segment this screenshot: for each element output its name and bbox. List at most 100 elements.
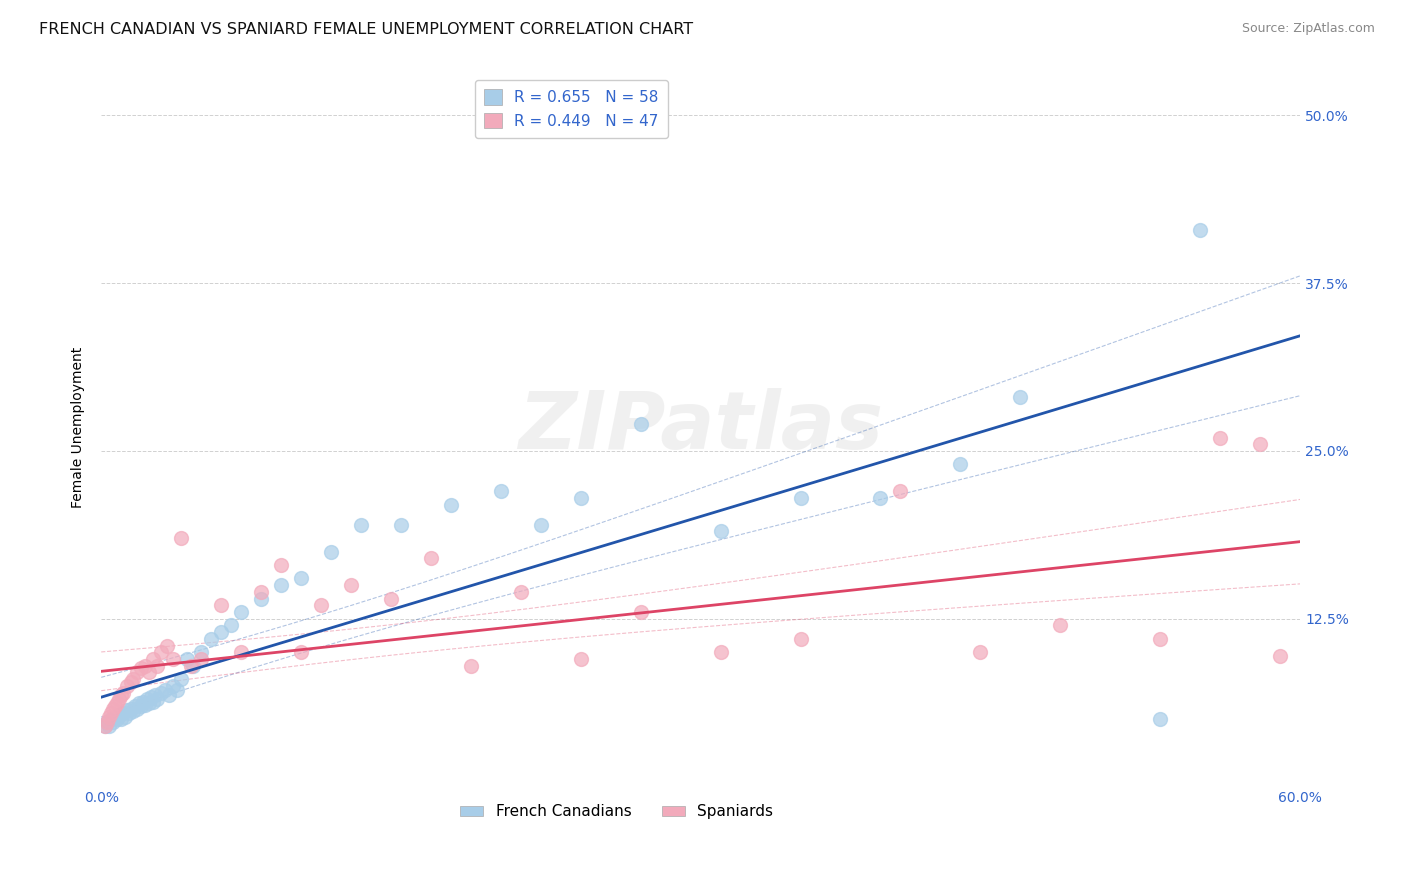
Point — [190, 652, 212, 666]
Point — [1268, 649, 1291, 664]
Point — [889, 484, 911, 499]
Point — [309, 599, 332, 613]
Point — [143, 688, 166, 702]
Point — [100, 706, 122, 720]
Point — [112, 685, 135, 699]
Point — [166, 682, 188, 697]
Point — [138, 696, 160, 710]
Point — [569, 652, 592, 666]
Text: ZIPatlas: ZIPatlas — [519, 389, 883, 467]
Point — [350, 517, 373, 532]
Point — [124, 698, 146, 713]
Point — [270, 558, 292, 572]
Point — [132, 695, 155, 709]
Point — [789, 632, 811, 646]
Point — [110, 688, 132, 702]
Point — [103, 714, 125, 729]
Point — [127, 665, 149, 680]
Point — [569, 491, 592, 505]
Point — [129, 661, 152, 675]
Point — [509, 585, 531, 599]
Point — [153, 682, 176, 697]
Point — [115, 679, 138, 693]
Point — [128, 696, 150, 710]
Point — [146, 692, 169, 706]
Point — [142, 695, 165, 709]
Point — [122, 704, 145, 718]
Point — [134, 658, 156, 673]
Point — [100, 712, 122, 726]
Legend: French Canadians, Spaniards: French Canadians, Spaniards — [454, 798, 779, 825]
Point — [120, 701, 142, 715]
Point — [136, 692, 159, 706]
Point — [460, 658, 482, 673]
Point — [170, 531, 193, 545]
Point — [1189, 222, 1212, 236]
Point — [114, 709, 136, 723]
Point — [105, 712, 128, 726]
Text: FRENCH CANADIAN VS SPANIARD FEMALE UNEMPLOYMENT CORRELATION CHART: FRENCH CANADIAN VS SPANIARD FEMALE UNEMP… — [39, 22, 693, 37]
Point — [1209, 431, 1232, 445]
Point — [1049, 618, 1071, 632]
Point — [112, 706, 135, 720]
Point — [869, 491, 891, 505]
Point — [949, 458, 972, 472]
Point — [162, 679, 184, 693]
Point — [1249, 437, 1271, 451]
Point — [200, 632, 222, 646]
Point — [489, 484, 512, 499]
Point — [250, 591, 273, 606]
Point — [229, 645, 252, 659]
Point — [1010, 390, 1032, 404]
Point — [789, 491, 811, 505]
Point — [110, 712, 132, 726]
Point — [115, 703, 138, 717]
Point — [94, 719, 117, 733]
Point — [380, 591, 402, 606]
Point — [290, 645, 312, 659]
Point — [209, 625, 232, 640]
Point — [96, 714, 118, 729]
Point — [181, 658, 204, 673]
Point — [150, 645, 173, 659]
Point — [98, 719, 121, 733]
Point — [141, 690, 163, 704]
Y-axis label: Female Unemployment: Female Unemployment — [72, 347, 86, 508]
Point — [162, 652, 184, 666]
Point — [969, 645, 991, 659]
Point — [156, 639, 179, 653]
Point — [108, 708, 131, 723]
Point — [229, 605, 252, 619]
Point — [104, 698, 127, 713]
Point — [290, 572, 312, 586]
Point — [389, 517, 412, 532]
Point — [127, 701, 149, 715]
Point — [190, 645, 212, 659]
Point — [1149, 712, 1171, 726]
Point — [319, 544, 342, 558]
Point — [96, 714, 118, 729]
Point — [440, 498, 463, 512]
Point — [138, 665, 160, 680]
Point — [129, 698, 152, 713]
Point — [122, 672, 145, 686]
Point — [250, 585, 273, 599]
Point — [1149, 632, 1171, 646]
Point — [176, 652, 198, 666]
Point — [530, 517, 553, 532]
Point — [94, 719, 117, 733]
Point — [710, 645, 733, 659]
Point — [209, 599, 232, 613]
Point — [180, 658, 202, 673]
Point — [134, 698, 156, 712]
Point — [630, 605, 652, 619]
Point — [340, 578, 363, 592]
Text: Source: ZipAtlas.com: Source: ZipAtlas.com — [1241, 22, 1375, 36]
Point — [105, 696, 128, 710]
Point — [103, 701, 125, 715]
Point — [630, 417, 652, 431]
Point — [118, 706, 141, 720]
Point — [219, 618, 242, 632]
Point — [157, 688, 180, 702]
Point — [146, 658, 169, 673]
